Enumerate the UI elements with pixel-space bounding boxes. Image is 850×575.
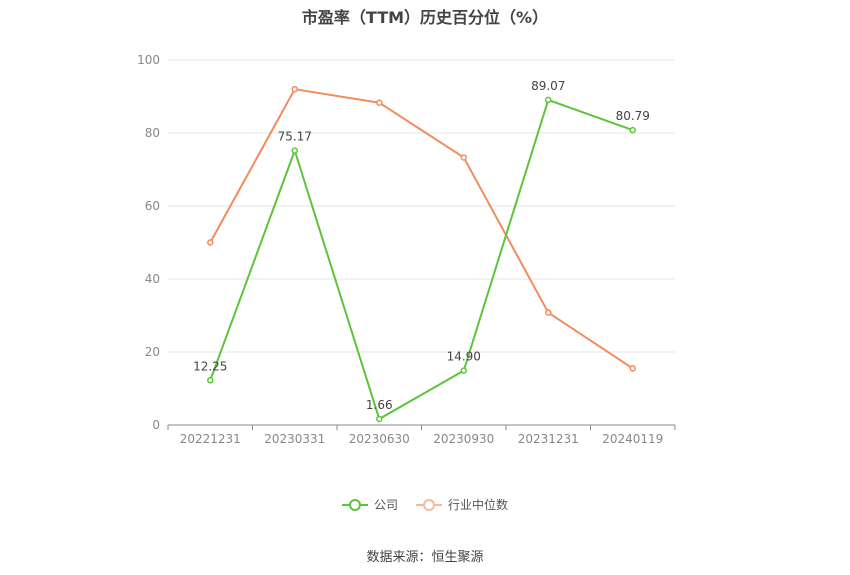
company-point — [376, 415, 383, 423]
x-tick-label: 20240119 — [602, 432, 663, 446]
legend-company-label: 公司 — [373, 498, 398, 512]
industry-median-point — [207, 239, 214, 246]
company-point — [207, 377, 214, 384]
x-tick-label: 20230630 — [349, 432, 410, 446]
company-point — [291, 147, 298, 154]
y-tick-label: 20 — [145, 345, 160, 359]
chart-title: 市盈率（TTM）历史百分位（%） — [301, 8, 549, 27]
source-label: 数据来源：恒生聚源 — [366, 550, 484, 565]
y-tick-label: 80 — [145, 126, 160, 140]
x-tick-label: 20231231 — [518, 432, 579, 446]
y-tick-label: 0 — [152, 418, 160, 432]
industry-median-line — [209, 88, 634, 370]
company-data-label: 1.66 — [366, 398, 393, 412]
industry-median-point — [545, 309, 552, 316]
company-line — [209, 98, 634, 420]
industry-median-point — [291, 85, 298, 93]
industry-median-point — [376, 99, 383, 106]
y-tick-label: 40 — [145, 272, 160, 286]
y-tick-label: 100 — [137, 53, 160, 67]
legend: 公司 行业中位数 — [0, 496, 850, 513]
legend-company-swatch — [341, 498, 368, 511]
x-tick-label: 20221231 — [180, 432, 241, 446]
company-data-label: 12.25 — [193, 359, 227, 373]
x-tick-label: 20230331 — [264, 432, 325, 446]
industry-median-point — [460, 154, 467, 161]
legend-industry-label: 行业中位数 — [448, 498, 509, 512]
company-data-label: 80.79 — [616, 109, 650, 123]
legend-industry-swatch — [416, 498, 442, 511]
y-tick-label: 60 — [145, 199, 160, 213]
legend-item-industry-median[interactable]: 行业中位数 — [416, 496, 508, 513]
company-data-label: 89.07 — [531, 79, 565, 93]
x-tick-label: 20230930 — [433, 432, 494, 446]
legend-item-company[interactable]: 公司 — [341, 496, 398, 513]
company-point — [545, 96, 552, 104]
company-point — [460, 367, 467, 374]
industry-median-point — [629, 365, 636, 372]
company-data-label: 75.17 — [278, 130, 312, 144]
company-data-label: 14.90 — [447, 350, 481, 364]
company-point — [629, 126, 636, 134]
